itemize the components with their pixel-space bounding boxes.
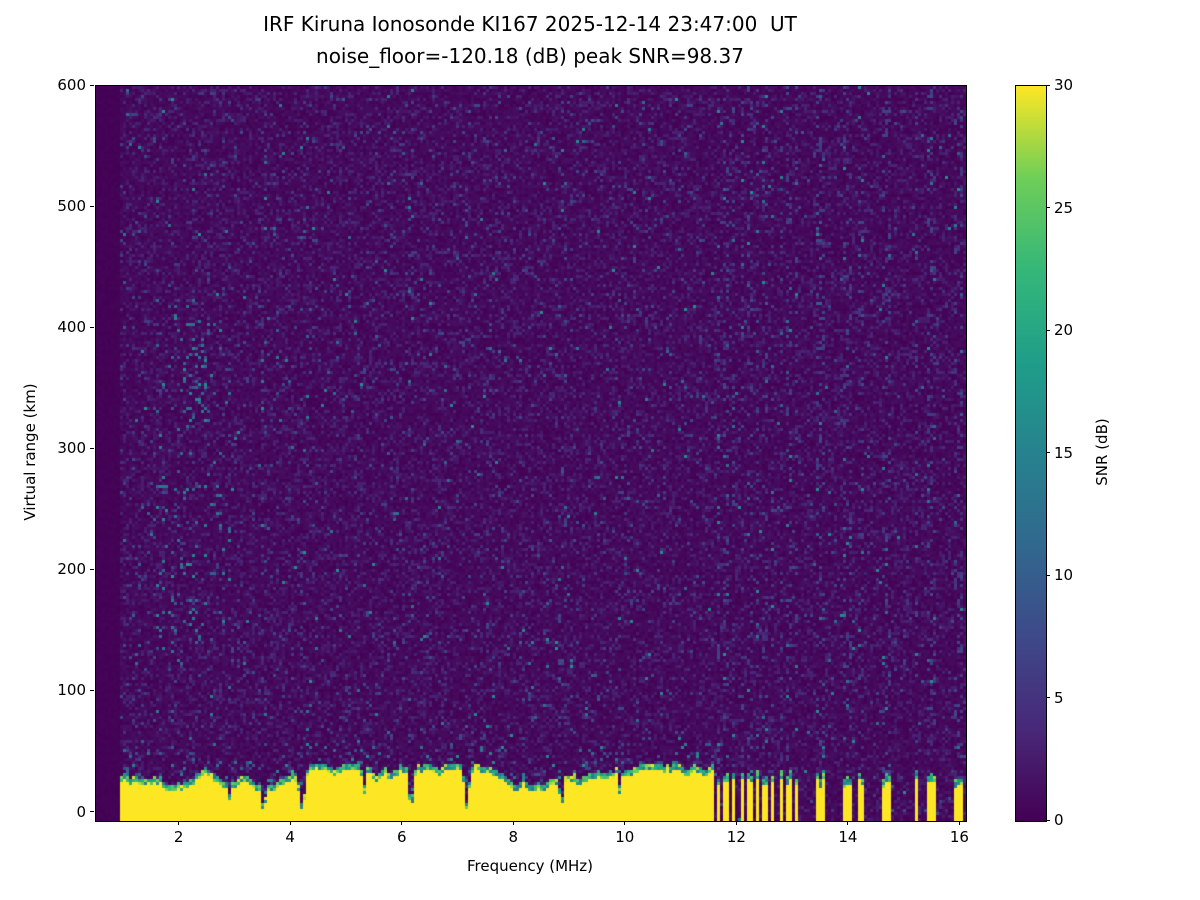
x-tick-mark — [958, 821, 960, 825]
colorbar-tick-label: 5 — [1054, 688, 1064, 707]
y-tick-label: 200 — [57, 560, 86, 579]
y-tick-label: 0 — [76, 802, 86, 821]
y-axis-label: Virtual range (km) — [21, 383, 39, 521]
y-tick-mark — [90, 689, 94, 691]
colorbar-label: SNR (dB) — [1093, 418, 1111, 486]
colorbar — [1015, 85, 1047, 822]
plot-area — [95, 85, 967, 822]
x-tick-label: 12 — [726, 828, 746, 846]
y-tick-mark — [90, 811, 94, 813]
colorbar-tick-label: 30 — [1054, 76, 1074, 94]
y-tick-mark — [90, 568, 94, 570]
colorbar-tick-label: 25 — [1054, 198, 1074, 217]
colorbar-tick-mark — [1046, 84, 1050, 86]
x-tick-mark — [847, 821, 849, 825]
ionogram-heatmap-canvas — [96, 86, 966, 821]
colorbar-tick-mark — [1046, 819, 1050, 821]
x-tick-label: 2 — [173, 828, 184, 846]
colorbar-tick-mark — [1046, 452, 1050, 453]
x-tick-mark — [624, 821, 626, 825]
y-tick-label: 500 — [57, 197, 86, 216]
colorbar-tick-label: 0 — [1054, 811, 1064, 829]
x-tick-label: 16 — [949, 828, 969, 846]
y-tick-label: 400 — [57, 318, 86, 337]
colorbar-tick-mark — [1046, 574, 1050, 576]
colorbar-tick-label: 10 — [1054, 566, 1074, 584]
x-tick-label: 10 — [615, 828, 635, 846]
x-tick-label: 14 — [838, 828, 858, 846]
x-tick-mark — [512, 821, 514, 825]
colorbar-tick-mark — [1046, 329, 1050, 331]
x-tick-mark — [178, 821, 180, 825]
x-tick-label: 6 — [396, 828, 407, 846]
colorbar-tick-label: 20 — [1054, 321, 1074, 339]
y-tick-mark — [90, 84, 94, 86]
y-tick-label: 100 — [57, 681, 86, 700]
y-tick-mark — [90, 205, 94, 207]
x-tick-mark — [401, 821, 403, 825]
x-axis-label: Frequency (MHz) — [466, 857, 594, 875]
x-tick-label: 8 — [508, 828, 519, 846]
x-tick-label: 4 — [285, 828, 295, 846]
colorbar-tick-mark — [1046, 697, 1050, 698]
colorbar-tick-mark — [1046, 207, 1050, 208]
x-tick-mark — [289, 821, 291, 825]
y-tick-mark — [90, 326, 94, 328]
y-tick-label: 600 — [57, 76, 86, 94]
x-tick-mark — [735, 821, 737, 825]
chart-subtitle: noise_floor=-120.18 (dB) peak SNR=98.37 — [316, 44, 744, 68]
chart-title: IRF Kiruna Ionosonde KI167 2025-12-14 23… — [263, 12, 797, 36]
y-tick-mark — [90, 447, 94, 449]
colorbar-canvas — [1016, 86, 1046, 821]
colorbar-tick-label: 15 — [1054, 443, 1074, 462]
y-tick-label: 300 — [57, 439, 86, 458]
